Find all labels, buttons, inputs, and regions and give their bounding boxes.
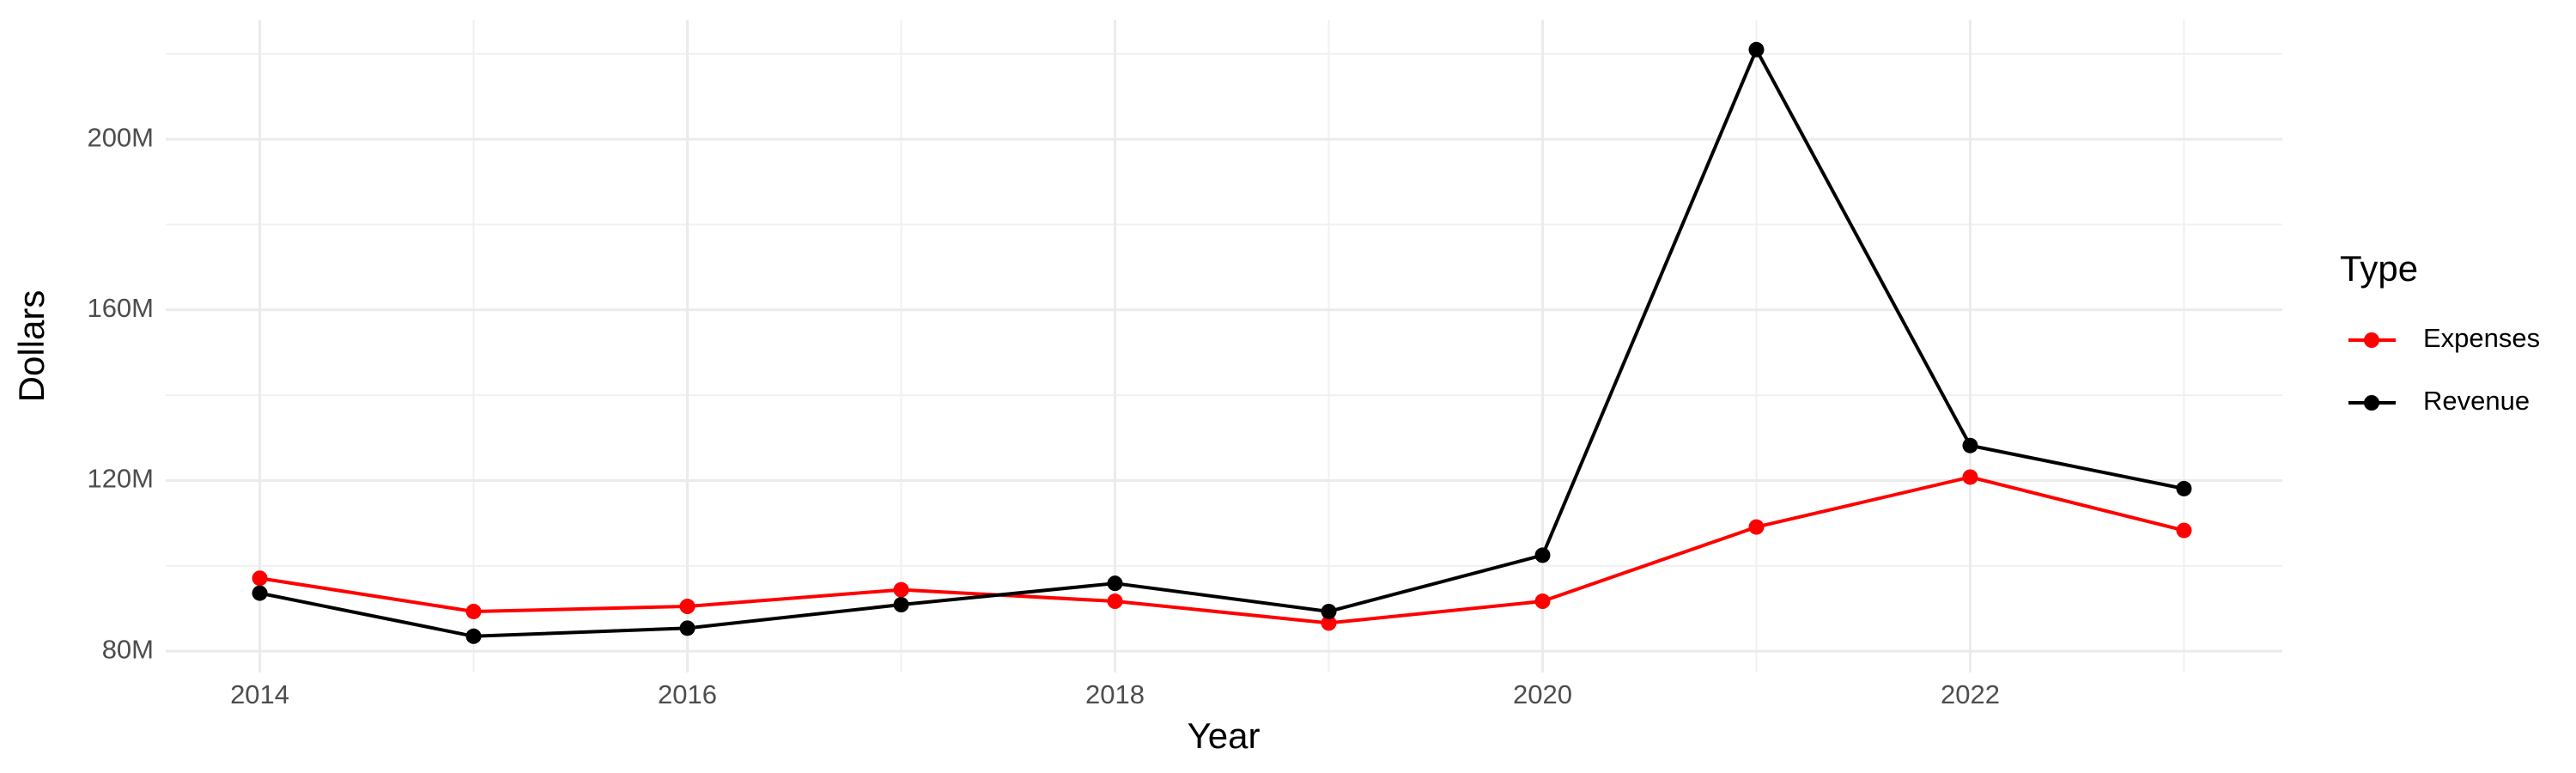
legend-key-point (2364, 332, 2379, 348)
data-point (1534, 547, 1551, 563)
x-tick-label: 2014 (230, 679, 289, 709)
grid (166, 20, 2282, 673)
lines (252, 41, 2192, 644)
data-point (1321, 615, 1337, 631)
legend-key-point (2364, 395, 2379, 411)
legend-label: Revenue (2423, 386, 2530, 416)
x-tick-label: 2020 (1513, 679, 1572, 709)
y-axis-title: Dollars (11, 290, 52, 403)
data-point (1107, 575, 1123, 592)
data-point (465, 603, 482, 619)
data-point (2176, 522, 2192, 539)
data-point (893, 581, 909, 598)
x-axis-title: Year (1188, 715, 1261, 756)
x-tick-label: 2018 (1085, 679, 1145, 709)
data-point (1748, 41, 1765, 58)
data-point (1962, 437, 1978, 453)
legend-title: Type (2340, 248, 2418, 289)
data-point (1962, 469, 1978, 485)
data-point (252, 570, 268, 587)
y-tick-label: 200M (87, 122, 154, 152)
series-line (259, 47, 2184, 638)
data-point (679, 620, 696, 636)
legend-label: Expenses (2423, 323, 2540, 353)
data-point (679, 599, 696, 615)
x-tick-label: 2016 (658, 679, 717, 709)
y-tick-label: 160M (87, 293, 154, 323)
data-point (1321, 603, 1337, 619)
data-point (252, 585, 268, 601)
data-point (1748, 519, 1765, 535)
y-tick-label: 120M (87, 464, 154, 494)
data-point (2176, 480, 2192, 496)
legend: Expenses Revenue (2348, 323, 2540, 416)
series-line (259, 475, 2184, 625)
data-point (1534, 593, 1551, 610)
data-point (465, 628, 482, 644)
y-tick-label: 80M (102, 634, 154, 664)
data-point (1107, 593, 1123, 610)
data-point (893, 597, 909, 613)
x-tick-label: 2022 (1941, 679, 2000, 709)
